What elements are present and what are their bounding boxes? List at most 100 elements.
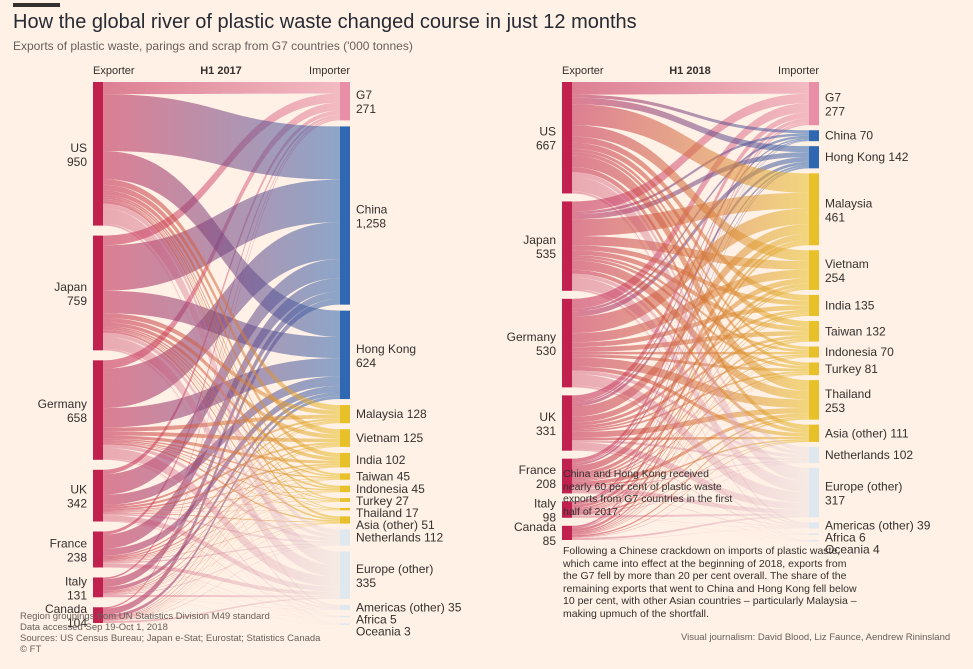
chart2-importer-label-europe-other: Europe (other) — [825, 480, 902, 494]
chart1-importer-value-netherlands: 112 — [424, 531, 443, 545]
chart2-flow-us-to-netherlands — [572, 172, 809, 452]
chart1-importer-bar-taiwan — [340, 473, 350, 480]
chart1-exporter-value-germany: 658 — [67, 411, 87, 425]
chart2-exporter-bar-canada — [562, 525, 572, 540]
chart1-exporter-bar-italy — [93, 577, 103, 598]
chart2-flow-japan-to-malaysia — [572, 192, 809, 237]
chart2-importer-value-hong-kong: 142 — [888, 150, 908, 164]
chart1-flow-canada-to-europe-other — [103, 597, 340, 623]
chart2-importer-label-hong-kong: Hong Kong 142 — [825, 150, 909, 164]
chart1-importer-label-europe-other: Europe (other) — [356, 562, 433, 576]
chart2-exporter-label-canada: Canada — [514, 520, 556, 534]
chart1-importer-label-turkey: Turkey 27 — [356, 494, 409, 508]
chart1-flow-germany-to-malaysia — [103, 414, 340, 432]
chart1-flow-france-to-turkey — [103, 501, 340, 562]
chart1-flow-uk-to-turkey — [103, 500, 340, 513]
chart1-importer-value-hong-kong: 624 — [356, 356, 376, 370]
chart1-exporter-value-france: 238 — [67, 550, 87, 564]
chart2-flow-france-to-oceania — [572, 493, 809, 542]
chart2-exporter-header: Exporter — [562, 65, 604, 77]
chart1-flow-us-to-india — [103, 190, 340, 458]
chart1-flow-germany-to-oceania — [103, 459, 340, 625]
chart2-importer-label-americas-other: Americas (other) 39 — [825, 518, 931, 532]
chart2-importer-bar-vietnam — [809, 250, 819, 290]
chart2-importer-value-europe-other: 317 — [825, 494, 845, 508]
chart1-importer-bar-americas-other — [340, 604, 350, 610]
chart1-importer-label-malaysia: Malaysia 128 — [356, 407, 427, 421]
chart1-flow-uk-to-americas-other — [103, 520, 340, 610]
chart1-flow-italy-to-americas-other — [103, 597, 340, 610]
footer-line-2: Data accessed Sep 19-Oct 1, 2018 — [20, 622, 168, 633]
chart1-flow-canada-to-taiwan — [103, 479, 340, 620]
chart2-flow-germany-to-africa — [572, 387, 809, 535]
chart1-importer-label-netherlands: Netherlands 112 — [356, 531, 444, 545]
chart2-flow-uk-to-hong-kong — [572, 161, 809, 407]
chart2-exporter-label-germany: Germany — [507, 330, 556, 344]
chart1-importer-bar-thailand — [340, 507, 350, 511]
chart1-importer-value-americas-other: 35 — [448, 600, 462, 614]
chart1-period-header: H1 2017 — [200, 65, 242, 77]
chart1-flow-us-to-africa — [103, 225, 340, 617]
chart2-importer-bar-americas-other — [809, 522, 819, 529]
chart2-importer-bar-thailand — [809, 380, 819, 420]
chart2-flow-france-to-indonesia — [572, 355, 809, 481]
chart1-flow-japan-to-europe-other — [103, 336, 340, 577]
chart2-importer-value-africa: 6 — [859, 530, 866, 544]
chart1-flow-italy-to-india — [103, 466, 340, 594]
chart2-flow-italy-to-vietnam — [572, 286, 809, 510]
chart1-importer-value-taiwan: 45 — [397, 470, 411, 484]
chart1-flow-canada-to-vietnam — [103, 446, 340, 620]
chart2-flow-us-to-malaysia — [572, 104, 809, 193]
chart2-importer-label-malaysia: Malaysia — [825, 196, 873, 210]
chart1-exporter-bar-france — [93, 531, 103, 568]
chart2-flow-france-to-taiwan — [572, 338, 809, 480]
chart2-flow-italy-to-americas-other — [572, 517, 809, 529]
chart2-importer-bar-china — [809, 130, 819, 142]
chart2-flow-canada-to-vietnam — [572, 288, 809, 533]
chart1-importer-bar-hong-kong — [340, 310, 350, 400]
chart1-flow-uk-to-vietnam — [103, 442, 340, 509]
chart1-importer-value-europe-other: 335 — [356, 576, 376, 590]
chart2-flow-germany-to-asia-other — [572, 366, 809, 437]
chart1-exporter-label-france: France — [50, 536, 88, 550]
chart2-exporter-bar-japan — [562, 201, 572, 291]
chart2-flow-france-to-india — [572, 312, 809, 478]
chart1-flow-uk-to-hong-kong — [103, 376, 340, 505]
chart2-exporter-label-uk: UK — [539, 410, 556, 424]
chart2-exporter-label-france: France — [519, 463, 557, 477]
chart2-importer-bar-india — [809, 294, 819, 316]
chart1-importer-bar-europe-other — [340, 551, 350, 599]
chart2-flow-us-to-taiwan — [572, 142, 809, 327]
chart1-importer-label-vietnam: Vietnam 125 — [356, 431, 423, 445]
chart1-flow-us-to-turkey — [103, 199, 340, 500]
chart2-flow-us-to-europe-other — [572, 176, 809, 482]
chart2-flow-france-to-africa — [572, 493, 809, 535]
chart1-exporter-label-italy: Italy — [65, 574, 87, 588]
chart1-exporter-bar-uk — [93, 469, 103, 522]
chart2-importer-label-china: China 70 — [825, 129, 873, 143]
chart2-flow-uk-to-europe-other — [572, 442, 809, 510]
chart2-exporter-value-us: 667 — [536, 139, 556, 153]
chart1-exporter-label-uk: UK — [70, 483, 87, 497]
chart1-importer-label-thailand: Thailand 17 — [356, 506, 419, 520]
chart1-flow-canada-to-netherlands — [103, 544, 340, 622]
chart2-exporter-bar-france — [562, 458, 572, 494]
chart1-flow-japan-to-malaysia — [103, 313, 340, 415]
chart1-importer-label-americas-other: Americas (other) 35 — [356, 600, 462, 614]
chart1-flow-uk-to-africa — [103, 521, 340, 618]
chart2-period-header: H1 2018 — [669, 65, 711, 77]
chart2-importer-value-netherlands: 102 — [893, 448, 913, 462]
chart1-importer-bar-netherlands — [340, 529, 350, 546]
chart1-flow-france-to-indonesia — [103, 491, 340, 561]
chart2-flow-us-to-americas-other — [572, 191, 809, 525]
chart2-flow-italy-to-malaysia — [572, 239, 809, 508]
chart1-flow-uk-to-taiwan — [103, 478, 340, 512]
chart1-importer-bar-asia-other — [340, 516, 350, 524]
chart2-flow-germany-to-g7 — [572, 103, 809, 309]
chart1-flow-canada-to-americas-other — [103, 609, 340, 623]
chart2-exporter-bar-us — [562, 82, 572, 194]
chart1-importer-bar-oceania — [340, 623, 350, 625]
chart2-flow-uk-to-india — [572, 309, 809, 426]
chart2-flow-us-to-vietnam — [572, 125, 809, 262]
